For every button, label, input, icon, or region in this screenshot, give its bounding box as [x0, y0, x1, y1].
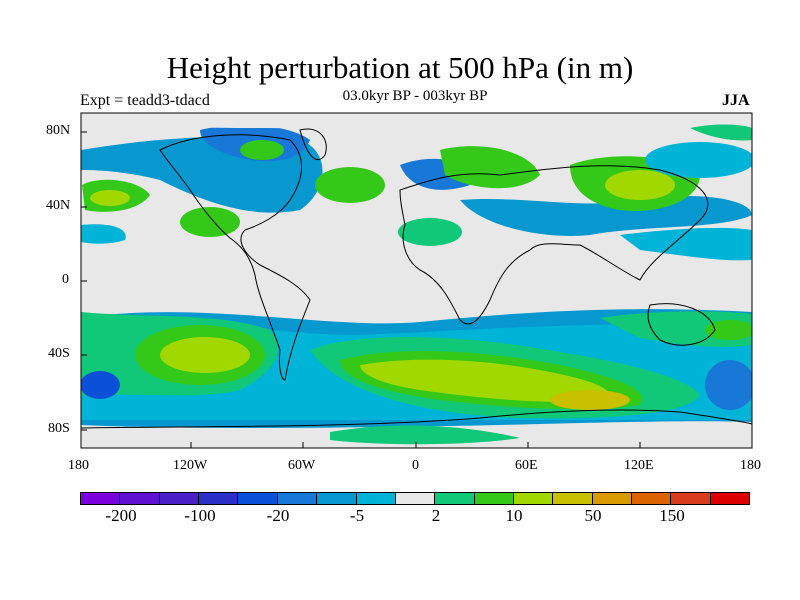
- colorbar-swatch: [632, 493, 672, 504]
- lat-tick-40s: 40S: [48, 346, 70, 361]
- lon-tick-180w: 180: [68, 458, 89, 473]
- colorbar-swatch: [553, 493, 593, 504]
- colorbar-swatch: [356, 493, 396, 504]
- colorbar-label: 2: [431, 506, 441, 525]
- colorbar-label: 50: [584, 506, 602, 525]
- lat-tick-40n: 40N: [46, 198, 71, 213]
- colorbar-swatch: [395, 493, 436, 504]
- colorbar: [80, 492, 750, 505]
- colorbar-swatch: [671, 493, 711, 504]
- colorbar-swatch: [238, 493, 278, 504]
- colorbar-swatch: [159, 493, 200, 504]
- lat-tick-0: 0: [62, 272, 69, 287]
- colorbar-swatch: [474, 493, 514, 504]
- colorbar-label: 150: [659, 506, 685, 525]
- period-label: 03.0kyr BP - 003kyr BP: [342, 88, 488, 104]
- lon-tick-60e: 60E: [515, 458, 538, 473]
- chart-title: Height perturbation at 500 hPa (in m): [166, 50, 634, 85]
- colorbar-swatch: [81, 493, 121, 504]
- colorbar-swatch: [120, 493, 160, 504]
- contour-field: [81, 113, 752, 448]
- lon-tick-120w: 120W: [173, 458, 208, 473]
- colorbar-label: 10: [505, 506, 523, 525]
- lon-tick-60w: 60W: [288, 458, 316, 473]
- colorbar-swatch: [277, 493, 318, 504]
- experiment-label: Expt = teadd3-tdacd: [80, 92, 210, 109]
- colorbar-swatch: [435, 493, 475, 504]
- lat-tick-80s: 80S: [48, 421, 70, 436]
- coastlines: [81, 128, 752, 429]
- lon-tick-180e: 180: [740, 458, 761, 473]
- lon-tick-120e: 120E: [624, 458, 654, 473]
- lat-tick-80n: 80N: [46, 123, 71, 138]
- colorbar-swatch: [317, 493, 357, 504]
- colorbar-label: -20: [266, 506, 290, 525]
- season-label: JJA: [722, 92, 750, 109]
- colorbar-label: -5: [349, 506, 365, 525]
- colorbar-swatch: [513, 493, 554, 504]
- colorbar-label: -100: [184, 506, 216, 525]
- colorbar-swatch: [199, 493, 239, 504]
- colorbar-swatch: [592, 493, 633, 504]
- lon-tick-0: 0: [412, 458, 419, 473]
- colorbar-label: -200: [105, 506, 137, 525]
- colorbar-swatch: [710, 493, 750, 504]
